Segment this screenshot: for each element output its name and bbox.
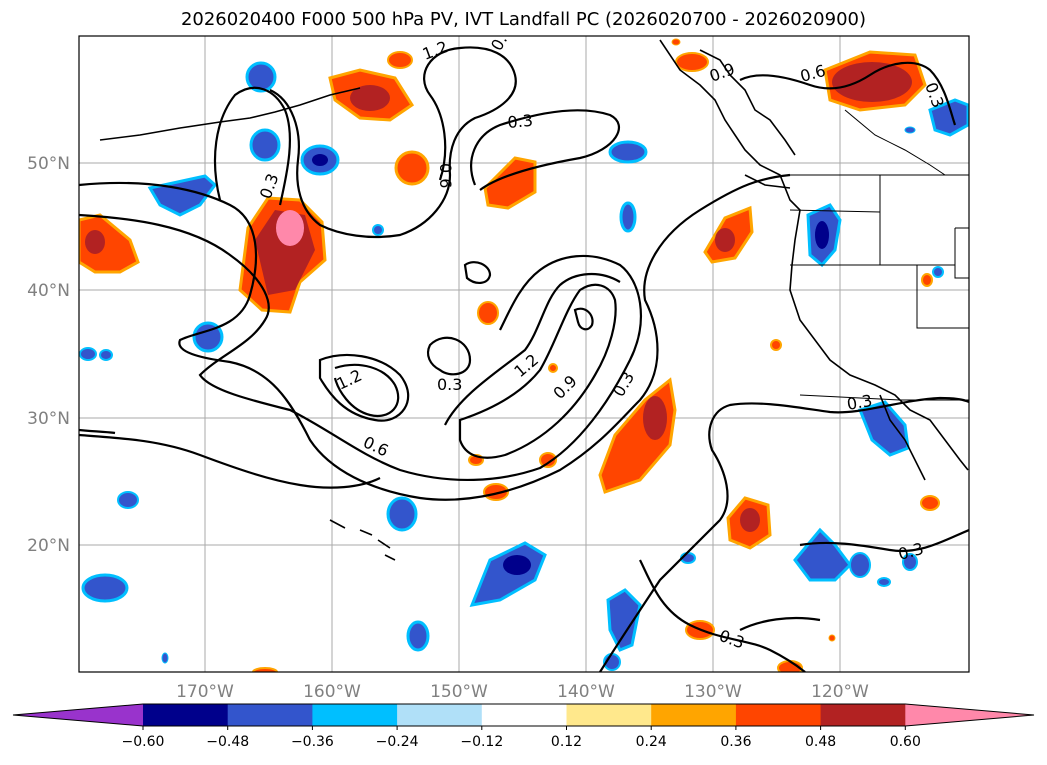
contour-label: 0.3 bbox=[507, 111, 534, 132]
map-frame bbox=[78, 35, 970, 673]
lon-label: 150°W bbox=[430, 682, 488, 702]
colorbar-tick-label: −0.48 bbox=[206, 734, 249, 750]
lat-label: 40°N bbox=[27, 281, 70, 301]
lon-label: 120°W bbox=[811, 682, 869, 702]
colorbar-tick-label: 0.12 bbox=[551, 734, 582, 750]
colorbar-segment bbox=[566, 704, 652, 726]
colorbar-segment bbox=[227, 704, 313, 726]
colorbar-tick-label: 0.60 bbox=[890, 734, 921, 750]
latitude-labels: 50°N 40°N 30°N 20°N bbox=[27, 154, 70, 556]
colorbar-segment bbox=[481, 704, 567, 726]
contour-label: 0.6 bbox=[436, 163, 455, 188]
colorbar-tick-label: −0.24 bbox=[376, 734, 419, 750]
lon-label: 130°W bbox=[684, 682, 742, 702]
lon-label: 170°W bbox=[176, 682, 234, 702]
colorbar-tick-label: 0.48 bbox=[805, 734, 836, 750]
contour-label: 0.3 bbox=[437, 375, 462, 394]
colorbar-tick-label: −0.60 bbox=[122, 734, 165, 750]
colorbar-segment bbox=[735, 704, 822, 726]
lat-label: 50°N bbox=[27, 154, 70, 174]
pv-contours bbox=[79, 46, 969, 672]
colorbar-tick-label: −0.36 bbox=[291, 734, 334, 750]
colorbar: −0.60 −0.48 −0.36 −0.24 −0.12 0.12 0.24 0.36 0.4… bbox=[12, 703, 1035, 750]
colorbar-tick-label: 0.36 bbox=[720, 734, 751, 750]
contour-label: 0.3 bbox=[845, 391, 873, 414]
colorbar-tick-label: −0.12 bbox=[460, 734, 503, 750]
lat-label: 20°N bbox=[27, 536, 70, 556]
colorbar-tick-label: 0.24 bbox=[636, 734, 667, 750]
colorbar-segment bbox=[651, 704, 737, 726]
colorbar-segment bbox=[312, 704, 398, 726]
lat-label: 30°N bbox=[27, 409, 70, 429]
lon-label: 160°W bbox=[303, 682, 361, 702]
colorbar-segment bbox=[143, 704, 229, 726]
colorbar-extend-max bbox=[905, 704, 1034, 726]
political-borders bbox=[789, 109, 969, 401]
negative-pc-patches bbox=[79, 61, 969, 671]
figure-title: 2026020400 F000 500 hPa PV, IVT Landfall… bbox=[180, 9, 867, 30]
colorbar-segment bbox=[820, 704, 906, 726]
longitude-labels: 170°W 160°W 150°W 140°W 130°W 120°W bbox=[176, 682, 869, 702]
lon-label: 140°W bbox=[557, 682, 615, 702]
positive-pc-patches bbox=[79, 38, 940, 672]
colorbar-segment bbox=[397, 704, 483, 726]
colorbar-extend-min bbox=[13, 704, 143, 726]
